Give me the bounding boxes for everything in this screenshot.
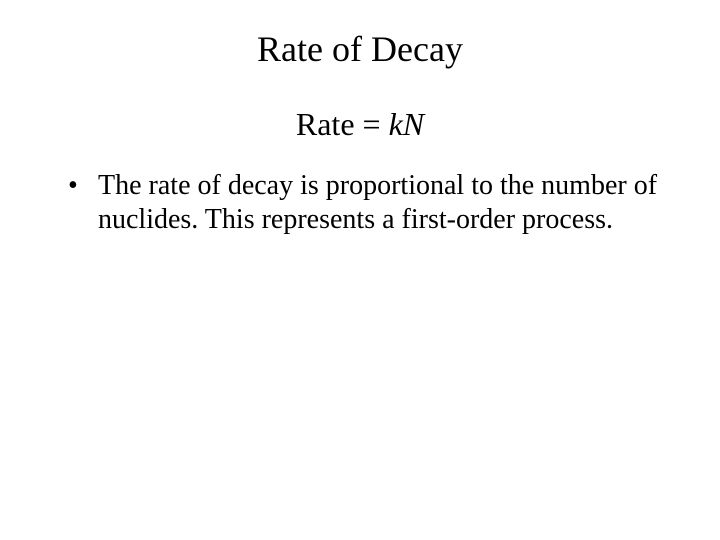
equation-k: k <box>389 106 403 142</box>
slide-title: Rate of Decay <box>40 28 680 70</box>
slide: Rate of Decay Rate = kN The rate of deca… <box>0 0 720 540</box>
bullet-list: The rate of decay is proportional to the… <box>68 169 680 236</box>
equation-n: N <box>403 106 424 142</box>
equation: Rate = kN <box>40 106 680 143</box>
equation-lhs: Rate = <box>296 106 389 142</box>
bullet-item: The rate of decay is proportional to the… <box>68 169 680 236</box>
